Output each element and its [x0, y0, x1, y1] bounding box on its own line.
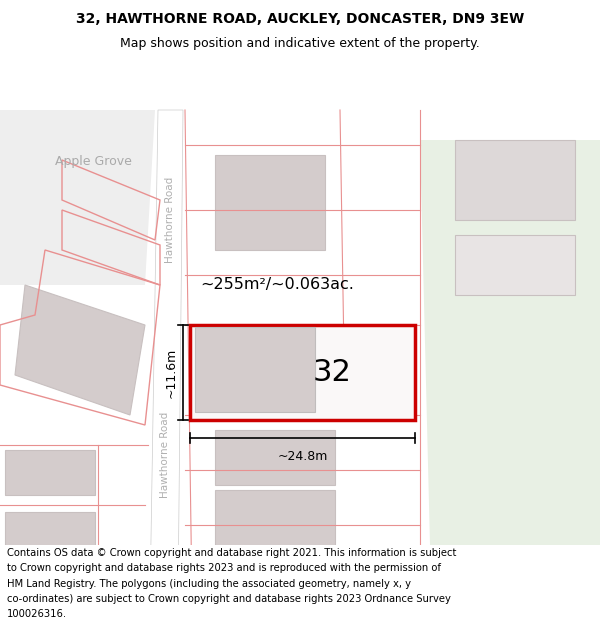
- Bar: [455, 140, 575, 220]
- Bar: [195, 327, 315, 412]
- Polygon shape: [15, 285, 145, 415]
- Polygon shape: [420, 140, 600, 545]
- Text: 32, HAWTHORNE ROAD, AUCKLEY, DONCASTER, DN9 3EW: 32, HAWTHORNE ROAD, AUCKLEY, DONCASTER, …: [76, 12, 524, 26]
- Text: Map shows position and indicative extent of the property.: Map shows position and indicative extent…: [120, 38, 480, 51]
- Bar: [215, 430, 335, 485]
- Bar: [455, 235, 575, 295]
- Text: Hawthorne Road: Hawthorne Road: [165, 177, 175, 263]
- Bar: [5, 450, 95, 495]
- Text: ~24.8m: ~24.8m: [277, 450, 328, 463]
- Text: 32: 32: [313, 358, 352, 387]
- Text: Apple Grove: Apple Grove: [55, 155, 132, 168]
- Polygon shape: [0, 110, 155, 285]
- Bar: [215, 490, 335, 550]
- Text: 100026316.: 100026316.: [7, 609, 67, 619]
- Bar: [215, 155, 325, 250]
- Bar: [5, 512, 95, 560]
- Text: to Crown copyright and database rights 2023 and is reproduced with the permissio: to Crown copyright and database rights 2…: [7, 563, 441, 573]
- Text: ~255m²/~0.063ac.: ~255m²/~0.063ac.: [200, 278, 354, 292]
- Text: Hawthorne Road: Hawthorne Road: [160, 412, 170, 498]
- Text: HM Land Registry. The polygons (including the associated geometry, namely x, y: HM Land Registry. The polygons (includin…: [7, 579, 411, 589]
- Text: Contains OS data © Crown copyright and database right 2021. This information is : Contains OS data © Crown copyright and d…: [7, 548, 457, 558]
- Polygon shape: [150, 110, 183, 600]
- Text: co-ordinates) are subject to Crown copyright and database rights 2023 Ordnance S: co-ordinates) are subject to Crown copyr…: [7, 594, 451, 604]
- Text: ~11.6m: ~11.6m: [164, 348, 178, 398]
- Bar: [190, 325, 415, 420]
